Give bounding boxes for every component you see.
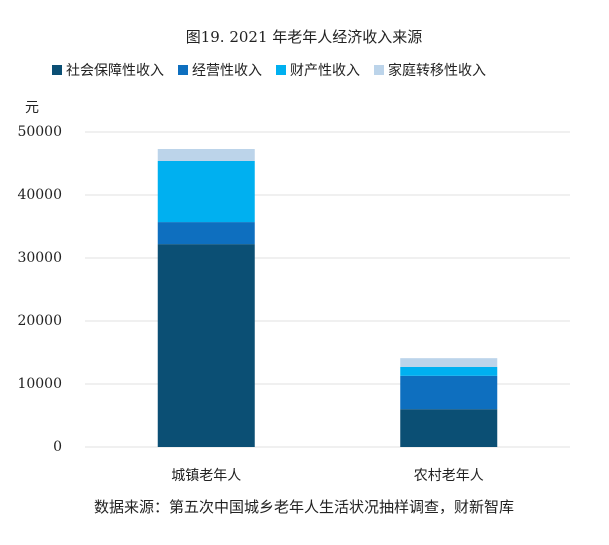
legend-label: 财产性收入 [290, 63, 360, 79]
y-tick-label: 20000 [17, 313, 62, 329]
legend-label: 家庭转移性收入 [388, 62, 486, 79]
chart-title: 图19. 2021 年老年人经济收入来源 [186, 28, 423, 46]
y-tick-label: 40000 [17, 187, 62, 203]
bar-segment [157, 149, 255, 161]
y-tick-label: 0 [53, 439, 62, 455]
y-tick-label: 10000 [17, 376, 62, 392]
legend-swatch [276, 65, 286, 75]
x-tick-label: 农村老年人 [414, 468, 484, 484]
bar-segment [157, 222, 255, 245]
legend-swatch [178, 65, 188, 75]
legend-swatch [52, 65, 62, 75]
legend-label: 经营性收入 [192, 63, 262, 79]
legend-swatch [374, 65, 384, 75]
bar-segment [400, 375, 498, 410]
y-axis-label: 元 [25, 100, 39, 116]
bar-segment [400, 366, 498, 376]
bar-segment [400, 409, 498, 447]
bar-segment [400, 358, 498, 367]
y-tick-label: 50000 [17, 124, 62, 140]
x-tick-label: 城镇老年人 [171, 468, 241, 484]
bar-segment [157, 160, 255, 223]
source-note: 数据来源：第五次中国城乡老年人生活状况抽样调查，财新智库 [94, 498, 514, 516]
y-tick-label: 30000 [17, 250, 62, 266]
bar-segment [157, 244, 255, 447]
legend-label: 社会保障性收入 [66, 63, 164, 79]
